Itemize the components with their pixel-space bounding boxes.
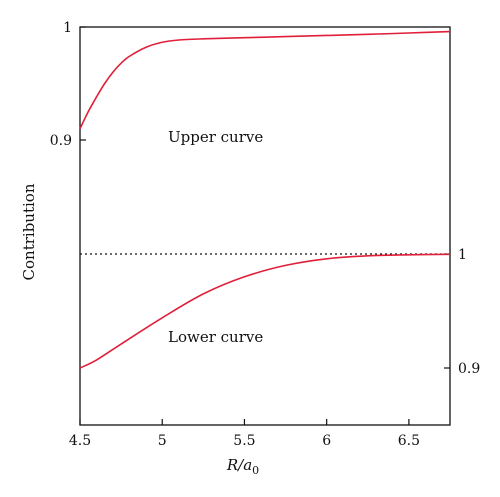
lower-curve-annotation: Lower curve [168, 328, 263, 346]
x-tick-label-1: 5 [158, 433, 167, 449]
curves [79, 30, 451, 369]
labels: 4.5 5 5.5 6 6.5 1 0.9 1 0.9 [50, 20, 481, 449]
plot-frame [79, 26, 451, 426]
axis-ticks [79, 26, 450, 425]
upper-y-tick-label-1: 0.9 [50, 133, 72, 149]
upper-curve-annotation: Upper curve [168, 128, 263, 146]
y-axis-label: Contribution [20, 183, 38, 280]
upper-curve-line [79, 30, 451, 130]
x-tick-label-0: 4.5 [69, 433, 91, 449]
x-axis-label: R/a0 [226, 456, 259, 477]
x-axis-label-main: R/a [226, 456, 252, 474]
x-tick-label-4: 6.5 [398, 433, 420, 449]
lower-y-tick-label-1: 0.9 [458, 361, 480, 377]
x-tick-label-2: 5.5 [233, 433, 255, 449]
lower-y-tick-label-0: 1 [458, 247, 467, 263]
plot-border [79, 26, 451, 426]
x-tick-label-3: 6 [322, 433, 331, 449]
lower-curve-line [79, 253, 451, 369]
x-axis-label-subscript: 0 [252, 464, 259, 477]
upper-y-tick-label-0: 1 [63, 20, 72, 36]
